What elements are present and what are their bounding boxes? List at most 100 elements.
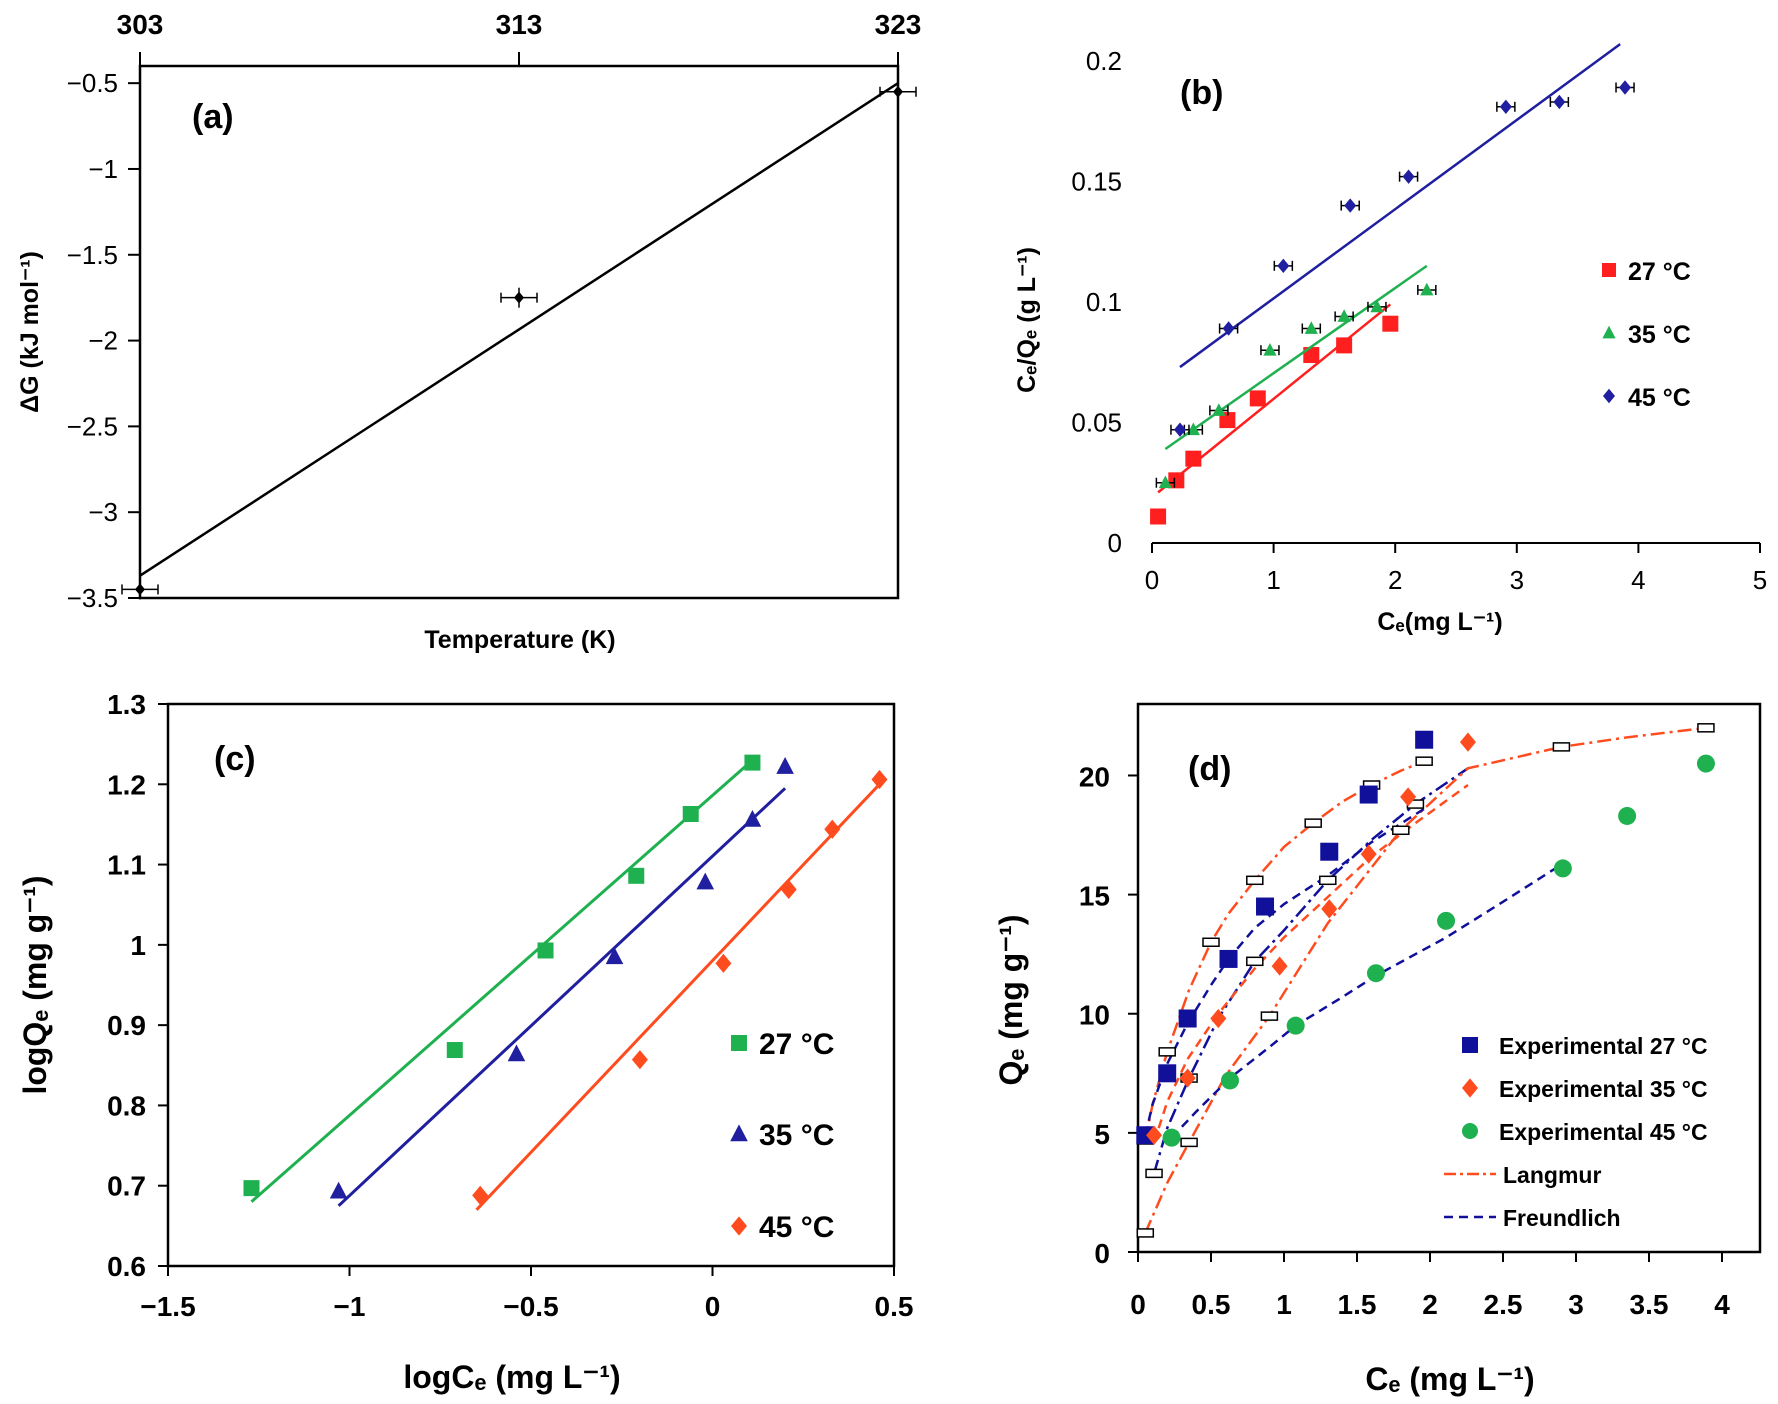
panel-b-ylabel: Cₑ/Qₑ (g L⁻¹) <box>1013 247 1041 393</box>
panel-d: 0 0.5 1 1.5 2 2.5 3 3.5 4 0 5 10 15 20 (d) Cₑ (mg L⁻¹… <box>993 702 1762 1397</box>
panel-a-xtick-label: 323 <box>875 9 922 40</box>
panel-d-point <box>1360 844 1377 864</box>
panel-d-point <box>1320 842 1339 861</box>
panel-d-ytick-label: 15 <box>1079 881 1110 912</box>
panel-c-trendline <box>337 787 787 1207</box>
panel-c-point <box>744 754 761 771</box>
panel-b-point <box>1499 99 1512 114</box>
panel-b-legend-marker <box>1603 388 1615 404</box>
panel-d-model-point <box>1697 723 1715 733</box>
panel-c-label: (c) <box>214 740 256 778</box>
panel-d-ticks: 0 0.5 1 1.5 2 2.5 3 3.5 4 0 5 10 15 20 <box>1079 761 1730 1320</box>
panel-c-point <box>743 810 762 827</box>
panel-b-ytick-label: 0.1 <box>1086 287 1122 317</box>
panel-d-xtick-label: 2 <box>1422 1289 1438 1320</box>
panel-b-ytick-label: 0.05 <box>1071 408 1122 438</box>
panel-c-ylabel: logQₑ (mg g⁻¹) <box>17 875 53 1094</box>
panel-b-point <box>1150 508 1167 525</box>
panel-d-ytick-label: 5 <box>1094 1119 1110 1150</box>
panel-d-model-point <box>1202 937 1220 948</box>
panel-b-point <box>1553 94 1566 110</box>
panel-d-point <box>1359 785 1378 804</box>
panel-c-point <box>780 879 797 900</box>
panel-b-trendline <box>1179 43 1621 369</box>
panel-b-legend-label: 35 °C <box>1628 321 1691 349</box>
panel-b-point <box>1173 422 1186 437</box>
panel-c-point <box>243 1180 260 1197</box>
panel-c-point <box>446 1042 463 1059</box>
panel-b-ytick-label: 0 <box>1108 528 1122 558</box>
panel-a-xtick-label: 313 <box>496 9 543 40</box>
panel-a-ylabel: ΔG (kJ mol⁻¹) <box>16 251 44 413</box>
panel-b-plot <box>1150 43 1635 525</box>
panel-c-point <box>871 769 888 790</box>
panel-a-ytick-label: −3.5 <box>67 583 118 613</box>
panel-d-label: (d) <box>1188 750 1231 788</box>
panel-d-legend-label: Experimental 45 °C <box>1499 1119 1708 1145</box>
panel-a-ytick-label: −2.5 <box>67 411 118 441</box>
panel-b-xtick-label: 2 <box>1388 565 1402 595</box>
panel-d-point <box>1220 1071 1239 1090</box>
panel-b-point <box>1304 321 1318 334</box>
panel-b-label: (b) <box>1180 74 1223 112</box>
panel-c-xtick-label: 0 <box>705 1291 721 1322</box>
panel-d-point <box>1158 1064 1177 1083</box>
panel-d-model-point <box>1145 1168 1163 1179</box>
panel-b-xtick-label: 5 <box>1753 565 1767 595</box>
panel-c-ticks: −1.5 −1 −0.5 0 0.5 0.6 0.7 0.8 0.9 1 1.1 1.2 1.3 <box>107 689 913 1322</box>
panel-d-ytick-label: 0 <box>1094 1238 1110 1269</box>
panel-c-point <box>696 872 715 890</box>
panel-d-model-point <box>1415 756 1433 766</box>
panel-c-point <box>715 953 732 973</box>
panel-d-point <box>1162 1128 1181 1147</box>
panel-d-ytick-label: 10 <box>1079 1000 1110 1031</box>
panel-b-xlabel: Cₑ(mg L⁻¹) <box>1377 608 1502 636</box>
panel-d-xlabel: Cₑ (mg L⁻¹) <box>1365 1361 1534 1397</box>
panel-b-point <box>1219 412 1236 429</box>
panel-c-ytick-label: 0.9 <box>107 1010 146 1041</box>
panel-c-xtick-label: −1.5 <box>140 1291 195 1322</box>
panel-b-point <box>1277 258 1290 274</box>
panel-c-xtick-label: −0.5 <box>503 1291 558 1322</box>
panel-d-point <box>1415 730 1434 749</box>
panel-c-xtick-label: −1 <box>334 1291 366 1322</box>
panel-b-xtick-label: 4 <box>1631 565 1645 595</box>
panel-c-legend-marker <box>731 1216 747 1236</box>
panel-b-ytick-label: 0.15 <box>1071 167 1122 197</box>
panel-d-langmuir-curve <box>1152 767 1469 1174</box>
panel-d-point <box>1553 859 1572 878</box>
panel-a-ytick-label: −2 <box>88 326 118 356</box>
panel-d-point <box>1437 911 1456 930</box>
panel-d-model-point <box>1319 875 1337 886</box>
panel-d-legend: Experimental 27 °C Experimental 35 °C Expe… <box>1444 1033 1708 1231</box>
panel-b-point <box>1337 309 1351 322</box>
panel-d-langmuir-curve <box>1144 726 1707 1234</box>
panel-b-point <box>1619 80 1632 95</box>
panel-c-ytick-label: 0.8 <box>107 1090 146 1121</box>
panel-c-legend-label: 27 °C <box>759 1028 834 1061</box>
panel-a-ytick-label: −1 <box>88 154 118 184</box>
panel-d-model-point <box>1260 1011 1279 1021</box>
panel-b: 0 1 2 3 4 5 0 0.05 0.1 0.15 0.2 (b) Cₑ(mg L⁻¹) Cₑ/… <box>1013 43 1767 636</box>
panel-d-point <box>1286 1016 1305 1035</box>
panel-c-plot <box>243 754 888 1211</box>
panel-d-xtick-label: 0 <box>1130 1289 1146 1320</box>
panel-a-point <box>135 583 145 596</box>
panel-a-label: (a) <box>192 98 234 136</box>
panel-c-point <box>329 1181 348 1199</box>
panel-c: −1.5 −1 −0.5 0 0.5 0.6 0.7 0.8 0.9 1 1.1 1.2 1.3 (c)… <box>17 689 913 1395</box>
panel-d-model-point <box>1246 956 1264 967</box>
panel-d-model-point <box>1180 1137 1198 1148</box>
panel-d-model-point <box>1304 818 1322 828</box>
panel-a-ticks: 303 313 323 −0.5 −1 −1.5 −2 −2.5 −3 −3.5 <box>67 9 922 613</box>
panel-d-legend-marker <box>1462 1037 1478 1053</box>
panel-b-point <box>1370 299 1384 313</box>
panel-b-legend-marker <box>1602 263 1616 277</box>
panel-d-legend-label: Langmur <box>1503 1162 1601 1188</box>
panel-c-point <box>682 805 699 822</box>
panel-a-point <box>514 291 524 304</box>
panel-b-ytick-label: 0.2 <box>1086 46 1122 76</box>
panel-a: 303 313 323 −0.5 −1 −1.5 −2 −2.5 −3 −3.5 (a) Temp… <box>16 9 921 654</box>
panel-b-point <box>1186 422 1200 436</box>
